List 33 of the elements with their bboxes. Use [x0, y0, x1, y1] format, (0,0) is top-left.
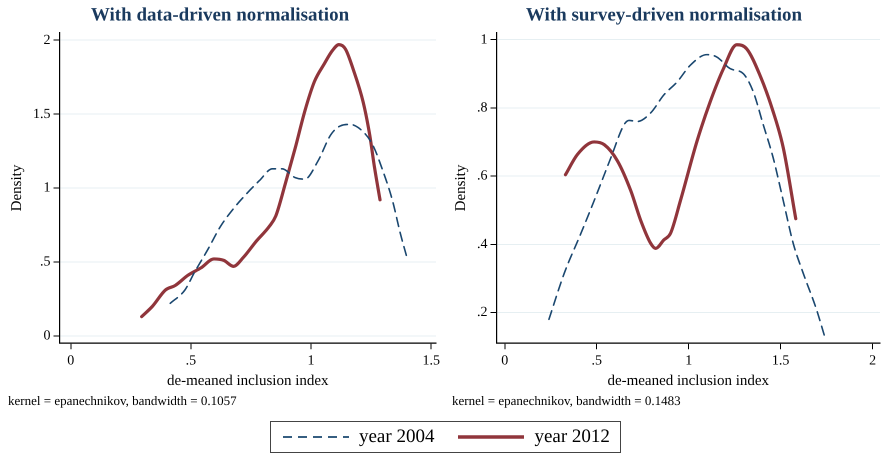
line-series: [140, 43, 382, 318]
y-tick-label: .5: [40, 254, 50, 270]
y-tick-label: .6: [477, 168, 488, 184]
y-tick-label: 1: [480, 32, 488, 48]
x-axis-title: de-meaned inclusion index: [166, 372, 330, 389]
line-series: [169, 124, 408, 304]
x-tick-label: 1: [685, 353, 692, 368]
x-tick-label: 2: [869, 353, 876, 368]
y-tick-label: 0: [44, 328, 50, 344]
text: kernel = epanechnikov, bandwidth = 0.1057: [8, 392, 238, 408]
line-series: [564, 43, 798, 250]
y-tick-label: 1: [44, 180, 50, 196]
y-tick-label: .4: [477, 236, 488, 252]
x-tick-label: 1.5: [772, 353, 790, 368]
legend-label: year 2012: [534, 426, 610, 448]
chart-title: With data-driven normalisation: [90, 4, 350, 26]
x-tick-label: .5: [591, 353, 602, 368]
y-tick-label: .8: [477, 100, 488, 116]
x-tick-label: 1: [308, 353, 315, 368]
y-axis-title: Density: [452, 164, 469, 212]
x-tick-label: .5: [186, 353, 196, 368]
chart-title: With survey-driven normalisation: [526, 4, 803, 26]
y-tick-label: 2: [44, 32, 50, 48]
x-axis-title: de-meaned inclusion index: [607, 372, 770, 389]
y-axis-title: Density: [8, 164, 25, 212]
x-tick-label: 1.5: [422, 353, 440, 368]
x-tick-label: 0: [501, 353, 508, 368]
y-tick-label: .2: [477, 305, 488, 320]
x-tick-label: 0: [67, 353, 74, 368]
line-series: [548, 54, 826, 338]
text: kernel = epanechnikov, bandwidth = 0.1483: [452, 392, 681, 408]
y-tick-label: 1.5: [33, 106, 50, 122]
legend-label: year 2004: [359, 426, 434, 448]
